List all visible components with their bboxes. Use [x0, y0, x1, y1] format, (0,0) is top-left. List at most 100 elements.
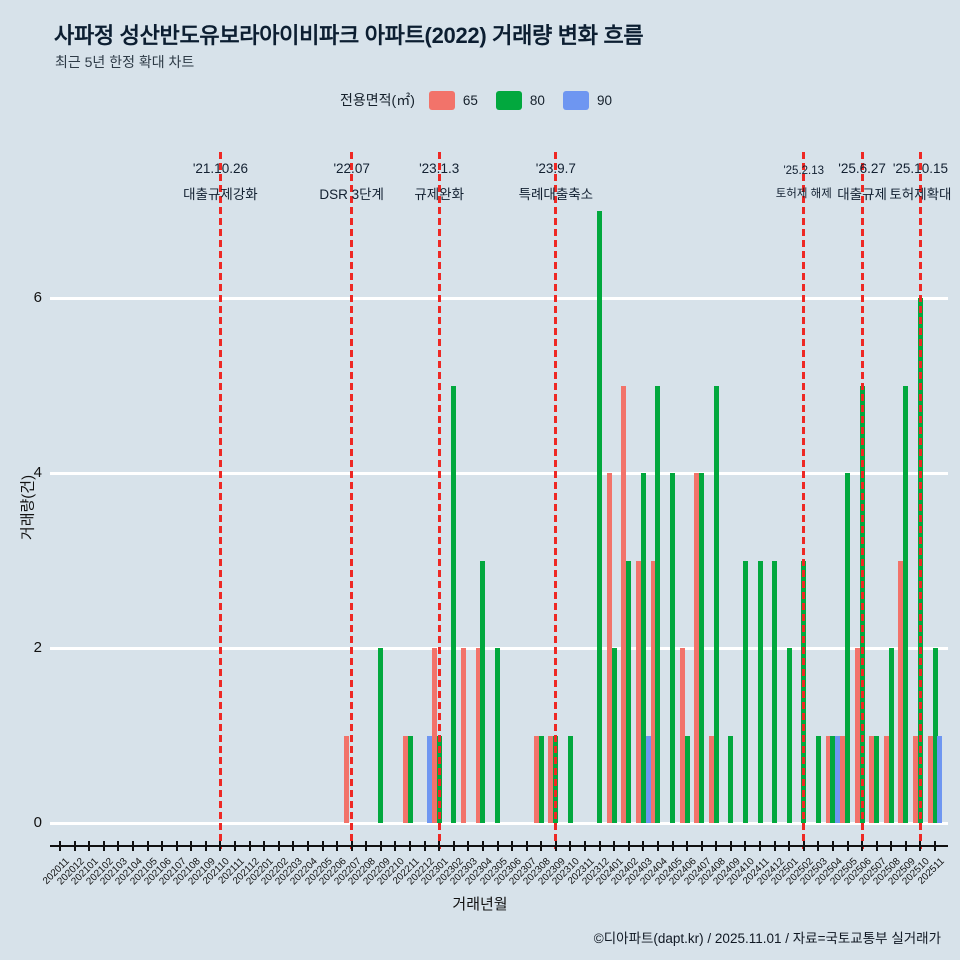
- annotation-label-202502: 토허제 해제: [775, 188, 832, 200]
- y-tick-label-0: 0: [33, 814, 42, 831]
- bar-65-202507[interactable]: [869, 735, 875, 823]
- bar-65-202504[interactable]: [825, 735, 831, 823]
- annotation-date-202510: '25.10.15: [892, 161, 948, 176]
- legend-label-65: 65: [462, 92, 478, 108]
- bar-90-202403[interactable]: [645, 735, 651, 823]
- bar-80-202503[interactable]: [815, 735, 821, 823]
- annotation-label-202510: 토허제확대: [889, 187, 952, 202]
- bar-80-202308[interactable]: [538, 735, 544, 823]
- bar-65-202211[interactable]: [402, 735, 408, 823]
- bar-80-202408[interactable]: [713, 385, 719, 823]
- bar-80-202411[interactable]: [757, 560, 763, 823]
- annotation-date-202502: '25.2.13: [783, 165, 825, 177]
- annotation-line-202301: [437, 152, 441, 849]
- bar-80-202410[interactable]: [742, 560, 748, 823]
- bar-80-202310[interactable]: [567, 735, 573, 823]
- bar-80-202312[interactable]: [597, 210, 603, 823]
- bar-65-202510[interactable]: [913, 735, 919, 823]
- bar-65-202308[interactable]: [533, 735, 539, 823]
- y-tick-label-6: 6: [33, 289, 42, 306]
- bar-65-202207[interactable]: [344, 735, 350, 823]
- annotation-label-202309: 특례대출축소: [518, 187, 594, 202]
- footer-credit: ©디아파트(dapt.kr) / 2025.11.01 / 자료=국토교통부 실…: [593, 931, 941, 946]
- annotation-date-202207: '22.07: [333, 161, 370, 176]
- annotation-date-202309: '23.9.7: [535, 161, 576, 176]
- bar-65-202304[interactable]: [475, 648, 481, 823]
- bar-80-202305[interactable]: [495, 648, 500, 823]
- legend-item-65[interactable]: 65: [428, 90, 478, 110]
- annotation-line-202309: [554, 152, 558, 849]
- bar-80-202209[interactable]: [378, 648, 384, 823]
- legend-label-90: 90: [596, 92, 612, 108]
- legend-label-80: 80: [529, 92, 545, 108]
- bar-80-202511[interactable]: [932, 648, 938, 823]
- annotation-date-202301: '23.1.3: [419, 161, 460, 176]
- bar-80-202302[interactable]: [451, 385, 457, 823]
- bar-65-202404[interactable]: [650, 560, 656, 823]
- legend-item-80[interactable]: 80: [495, 90, 545, 110]
- bar-90-202504[interactable]: [835, 735, 841, 823]
- bar-80-202404[interactable]: [655, 385, 661, 823]
- legend-item-90[interactable]: 90: [562, 90, 612, 110]
- x-axis-title: 거래년월: [452, 896, 508, 913]
- bar-80-202407[interactable]: [699, 473, 705, 823]
- legend-swatch-90: [562, 90, 589, 110]
- page-subtitle: 최근 5년 한정 확대 차트: [55, 54, 195, 70]
- y-tick-label-2: 2: [33, 639, 42, 656]
- bar-65-202408[interactable]: [708, 735, 714, 823]
- bar-80-202505[interactable]: [845, 473, 850, 823]
- bar-80-202409[interactable]: [728, 735, 734, 823]
- annotation-label-202301: 규제완화: [414, 187, 464, 202]
- x-axis-line: [50, 845, 948, 847]
- bar-65-202505[interactable]: [840, 735, 846, 823]
- gridline-y6: [50, 296, 948, 300]
- bar-65-202403[interactable]: [635, 560, 641, 823]
- bar-80-202406[interactable]: [684, 735, 690, 823]
- bar-80-202504[interactable]: [830, 735, 836, 823]
- bar-80-202403[interactable]: [640, 473, 646, 823]
- bar-90-202212[interactable]: [426, 735, 432, 823]
- bar-80-202402[interactable]: [626, 560, 632, 823]
- legend: 전용면적(㎡) 65 80 90: [0, 90, 960, 110]
- bar-65-202407[interactable]: [694, 473, 700, 823]
- bar-80-202507[interactable]: [874, 735, 880, 823]
- bar-65-202401[interactable]: [606, 473, 612, 823]
- gridline-y0: [50, 821, 948, 825]
- bar-80-202401[interactable]: [611, 648, 617, 823]
- annotation-label-202506: 대출규제: [837, 187, 887, 202]
- gridline-y4: [50, 471, 948, 475]
- annotation-line-202510: [918, 152, 922, 849]
- bar-65-202506[interactable]: [854, 648, 860, 823]
- bar-65-202301[interactable]: [431, 648, 437, 823]
- bar-65-202511[interactable]: [927, 735, 933, 823]
- y-axis-title: 거래량(건): [19, 474, 37, 541]
- annotation-line-202110: [218, 152, 222, 849]
- bar-65-202509[interactable]: [898, 560, 904, 823]
- bar-80-202509[interactable]: [903, 385, 909, 823]
- annotation-date-202110: '21.10.26: [192, 161, 248, 176]
- bar-80-202405[interactable]: [670, 473, 675, 823]
- annotation-date-202506: '25.6.27: [838, 161, 886, 176]
- y-tick-label-4: 4: [33, 464, 42, 481]
- annotation-label-202110: 대출규제강화: [183, 187, 258, 202]
- bar-65-202303[interactable]: [460, 648, 466, 823]
- bar-65-202309[interactable]: [548, 735, 554, 823]
- bar-65-202508[interactable]: [883, 735, 889, 823]
- bar-65-202402[interactable]: [621, 385, 627, 823]
- bar-80-202412[interactable]: [772, 560, 778, 823]
- annotation-label-202207: DSR 3단계: [319, 187, 384, 202]
- bar-80-202304[interactable]: [480, 560, 486, 823]
- bar-80-202211[interactable]: [407, 735, 413, 823]
- annotation-line-202506: [860, 152, 864, 849]
- page-title: 사파정 성산반도유보라아이비파크 아파트(2022) 거래량 변화 흐름: [54, 23, 644, 48]
- bar-90-202511[interactable]: [937, 735, 943, 823]
- bar-80-202508[interactable]: [888, 648, 894, 823]
- bar-65-202406[interactable]: [679, 648, 685, 823]
- annotation-line-202502: [802, 152, 806, 849]
- legend-swatch-65: [428, 90, 455, 110]
- legend-swatch-80: [495, 90, 522, 110]
- bar-80-202501[interactable]: [786, 648, 792, 823]
- annotation-line-202207: [350, 152, 354, 849]
- legend-title: 전용면적(㎡): [340, 92, 415, 108]
